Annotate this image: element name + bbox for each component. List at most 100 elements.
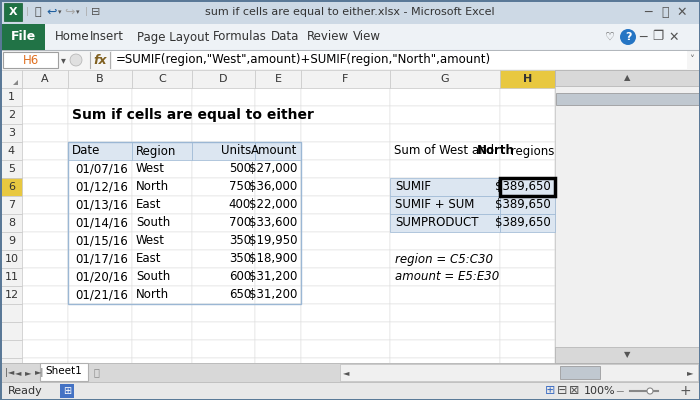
Bar <box>390 358 500 376</box>
Bar <box>22 124 68 142</box>
Text: 01/12/16: 01/12/16 <box>75 180 128 194</box>
Circle shape <box>70 54 82 66</box>
Bar <box>68 196 132 214</box>
Bar <box>192 214 255 232</box>
Text: Home: Home <box>55 30 90 44</box>
Bar <box>301 142 390 160</box>
Text: 01/15/16: 01/15/16 <box>76 234 128 248</box>
Bar <box>301 250 390 268</box>
Text: 6: 6 <box>8 182 15 192</box>
Bar <box>68 160 132 178</box>
Bar <box>68 232 132 250</box>
Bar <box>500 250 555 268</box>
Text: SUMPRODUCT: SUMPRODUCT <box>395 216 479 230</box>
Bar <box>132 178 192 196</box>
Bar <box>68 88 132 106</box>
Text: ▾: ▾ <box>76 9 80 15</box>
Bar <box>500 178 555 196</box>
Bar <box>60 384 74 398</box>
Bar <box>22 304 68 322</box>
Text: 01/17/16: 01/17/16 <box>75 252 128 266</box>
Text: ►: ► <box>25 368 32 377</box>
Bar <box>192 142 255 160</box>
Text: Formulas: Formulas <box>213 30 267 44</box>
Bar <box>1 322 22 340</box>
Bar <box>555 304 688 322</box>
Text: South: South <box>136 270 170 284</box>
Text: ▼: ▼ <box>624 350 630 360</box>
Bar <box>555 286 688 304</box>
Bar <box>255 232 301 250</box>
Bar <box>132 232 192 250</box>
Text: amount = E5:E30: amount = E5:E30 <box>395 270 499 284</box>
Bar <box>192 178 255 196</box>
Bar <box>301 88 390 106</box>
Text: ─: ─ <box>639 30 647 44</box>
Bar <box>22 160 68 178</box>
Bar <box>1 340 22 358</box>
Bar <box>68 142 301 304</box>
Text: ◄: ◄ <box>15 368 22 377</box>
Bar <box>1 178 22 196</box>
Text: regions: regions <box>507 144 554 158</box>
Text: Page Layout: Page Layout <box>137 30 209 44</box>
Text: 01/20/16: 01/20/16 <box>76 270 128 284</box>
Bar <box>390 196 500 214</box>
Bar <box>112 51 687 69</box>
Bar <box>132 160 192 178</box>
Text: H6: H6 <box>22 54 38 66</box>
Bar <box>390 70 500 88</box>
Bar <box>132 286 192 304</box>
Text: SUMIF + SUM: SUMIF + SUM <box>395 198 475 212</box>
Bar <box>555 124 688 142</box>
Bar <box>192 232 255 250</box>
Text: ↪: ↪ <box>64 6 76 18</box>
Text: ?: ? <box>624 32 631 42</box>
Text: +: + <box>679 384 691 398</box>
Bar <box>3 52 58 68</box>
Bar <box>1 50 699 70</box>
Bar <box>22 142 68 160</box>
Bar <box>22 286 68 304</box>
Text: |◄: |◄ <box>5 368 15 377</box>
Text: ⊟: ⊟ <box>91 7 101 17</box>
Bar <box>1 70 22 88</box>
Bar <box>1 250 22 268</box>
Bar <box>22 322 68 340</box>
Bar <box>22 214 68 232</box>
Bar <box>192 88 255 106</box>
Bar <box>390 160 500 178</box>
Bar <box>22 88 68 106</box>
Bar <box>1 24 45 50</box>
Bar <box>255 178 301 196</box>
Text: E: E <box>274 74 281 84</box>
Text: B: B <box>96 74 104 84</box>
Text: 11: 11 <box>4 272 18 282</box>
Bar <box>500 88 555 106</box>
Bar <box>255 304 301 322</box>
Text: 750: 750 <box>229 180 251 194</box>
Bar <box>132 340 192 358</box>
Text: North: North <box>136 288 169 302</box>
Bar <box>500 322 555 340</box>
Text: 8: 8 <box>8 218 15 228</box>
Bar <box>255 142 301 160</box>
Bar <box>390 214 500 232</box>
Bar <box>255 286 301 304</box>
Bar <box>500 178 555 196</box>
Bar <box>192 160 255 178</box>
Text: Sum of West and: Sum of West and <box>394 144 498 158</box>
Text: 400: 400 <box>229 198 251 212</box>
Bar <box>390 232 500 250</box>
Bar <box>301 196 390 214</box>
Text: region = C5:C30: region = C5:C30 <box>395 252 493 266</box>
Text: 🗋: 🗋 <box>94 368 100 378</box>
Text: $31,200: $31,200 <box>248 288 297 302</box>
Bar <box>390 268 500 286</box>
Bar <box>555 196 688 214</box>
Bar <box>340 364 698 381</box>
Text: 12: 12 <box>4 290 19 300</box>
Bar <box>255 340 301 358</box>
Text: 9: 9 <box>8 236 15 246</box>
Bar <box>192 340 255 358</box>
